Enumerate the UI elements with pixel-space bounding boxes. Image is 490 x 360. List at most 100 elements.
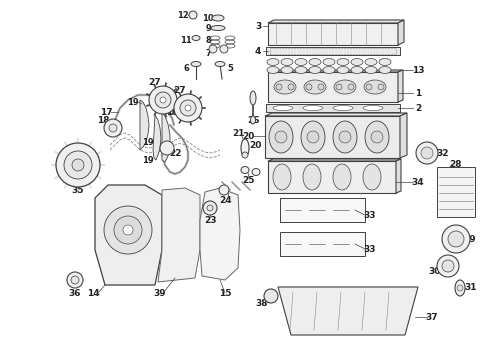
Ellipse shape: [455, 280, 465, 296]
Circle shape: [71, 276, 79, 284]
Ellipse shape: [192, 36, 200, 41]
Polygon shape: [153, 115, 161, 160]
Text: 23: 23: [204, 216, 216, 225]
Circle shape: [67, 272, 83, 288]
Circle shape: [442, 225, 470, 253]
Ellipse shape: [351, 67, 363, 73]
Polygon shape: [268, 159, 401, 161]
Ellipse shape: [333, 121, 357, 153]
Circle shape: [123, 225, 133, 235]
Bar: [266, 104, 400, 112]
Text: 15: 15: [219, 288, 231, 297]
Text: 27: 27: [148, 77, 161, 86]
Ellipse shape: [191, 62, 201, 67]
Text: 33: 33: [364, 244, 376, 253]
Circle shape: [336, 84, 342, 90]
Ellipse shape: [365, 58, 377, 66]
Text: 29: 29: [464, 234, 476, 243]
Circle shape: [155, 92, 171, 108]
Text: 12: 12: [177, 10, 189, 19]
Ellipse shape: [273, 164, 291, 190]
Circle shape: [64, 151, 92, 179]
Ellipse shape: [295, 58, 307, 66]
Ellipse shape: [363, 164, 381, 190]
Polygon shape: [140, 100, 149, 150]
Circle shape: [109, 124, 117, 132]
Circle shape: [318, 84, 324, 90]
Ellipse shape: [309, 58, 321, 66]
Text: 10: 10: [202, 14, 214, 23]
Ellipse shape: [309, 67, 321, 73]
Circle shape: [149, 86, 177, 114]
Polygon shape: [268, 20, 404, 23]
Ellipse shape: [295, 67, 307, 73]
Text: 14: 14: [87, 288, 99, 297]
Polygon shape: [398, 70, 403, 102]
Circle shape: [220, 45, 228, 53]
Circle shape: [339, 131, 351, 143]
Circle shape: [203, 201, 217, 215]
Bar: [268, 23, 398, 45]
Text: 20: 20: [249, 140, 261, 149]
Text: 16: 16: [166, 108, 178, 117]
Text: 7: 7: [205, 49, 211, 58]
Ellipse shape: [437, 255, 459, 277]
Text: 26: 26: [247, 116, 259, 125]
Text: 18: 18: [97, 116, 109, 125]
Bar: [280, 198, 365, 222]
Ellipse shape: [333, 164, 351, 190]
Ellipse shape: [334, 80, 356, 94]
Ellipse shape: [212, 15, 224, 21]
Text: 37: 37: [426, 312, 439, 321]
Text: 9: 9: [205, 23, 211, 32]
Text: 22: 22: [169, 149, 181, 158]
Polygon shape: [268, 70, 403, 72]
Bar: [268, 72, 398, 102]
Text: 35: 35: [72, 185, 84, 194]
Circle shape: [174, 94, 202, 122]
Polygon shape: [400, 113, 407, 158]
Text: 32: 32: [437, 149, 449, 158]
Ellipse shape: [301, 121, 325, 153]
Text: 2: 2: [415, 104, 421, 112]
Text: 21: 21: [232, 129, 244, 138]
Circle shape: [72, 159, 84, 171]
Circle shape: [104, 119, 122, 137]
Ellipse shape: [442, 260, 454, 272]
Ellipse shape: [241, 166, 249, 174]
Ellipse shape: [379, 58, 391, 66]
Circle shape: [371, 131, 383, 143]
Circle shape: [457, 285, 463, 291]
Text: 8: 8: [205, 36, 211, 45]
Circle shape: [219, 185, 229, 195]
Bar: [265, 116, 400, 158]
Ellipse shape: [323, 67, 335, 73]
Ellipse shape: [250, 91, 256, 105]
Text: 1: 1: [415, 89, 421, 98]
Circle shape: [306, 84, 312, 90]
Polygon shape: [278, 287, 418, 335]
Text: 38: 38: [256, 298, 268, 307]
Circle shape: [416, 142, 438, 164]
Circle shape: [276, 84, 282, 90]
Text: 3: 3: [255, 22, 261, 31]
Circle shape: [160, 141, 174, 155]
Ellipse shape: [351, 58, 363, 66]
Ellipse shape: [211, 26, 225, 31]
Circle shape: [348, 84, 354, 90]
Text: 6: 6: [183, 63, 189, 72]
Text: 39: 39: [154, 288, 166, 297]
Text: 17: 17: [99, 108, 112, 117]
Ellipse shape: [323, 58, 335, 66]
Ellipse shape: [333, 105, 353, 111]
Circle shape: [56, 143, 100, 187]
Text: 34: 34: [412, 177, 424, 186]
Circle shape: [209, 45, 217, 53]
Circle shape: [264, 289, 278, 303]
Ellipse shape: [267, 58, 279, 66]
Circle shape: [378, 84, 384, 90]
Circle shape: [275, 131, 287, 143]
Bar: [280, 232, 365, 256]
Ellipse shape: [281, 67, 293, 73]
Ellipse shape: [281, 58, 293, 66]
